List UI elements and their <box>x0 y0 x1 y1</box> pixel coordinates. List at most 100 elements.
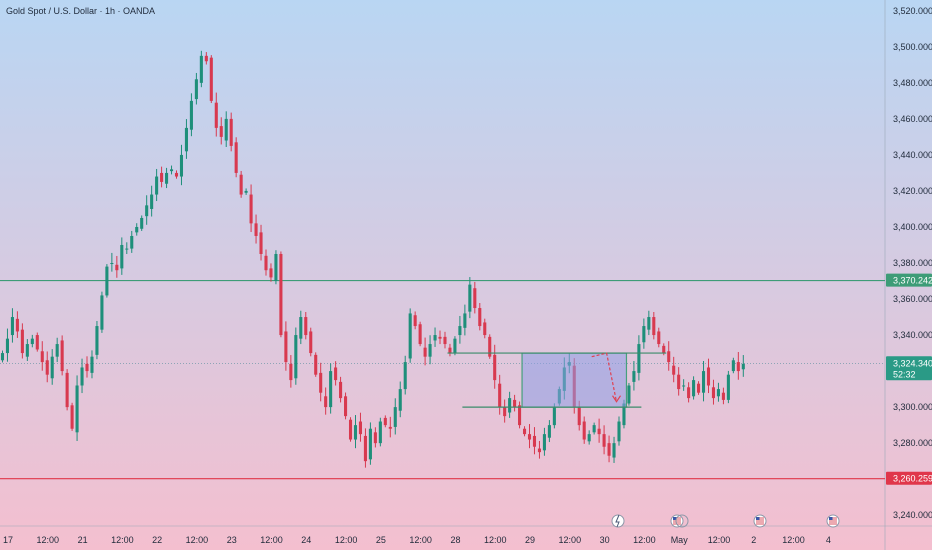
candle <box>15 318 19 332</box>
candle <box>532 435 537 447</box>
candle <box>473 288 477 309</box>
candle <box>577 407 581 426</box>
x-tick-label: 12:00 <box>260 535 283 545</box>
candle <box>299 317 303 339</box>
candle <box>706 367 711 386</box>
x-tick-label: 12:00 <box>186 535 209 545</box>
candle <box>592 425 596 433</box>
candle <box>125 248 129 250</box>
us-flag-event-icon-circle <box>670 514 684 528</box>
x-tick-label: 24 <box>301 535 311 545</box>
candle <box>50 356 54 379</box>
candle <box>587 434 591 442</box>
candle <box>224 118 228 141</box>
candle <box>443 336 447 345</box>
candle <box>165 172 169 184</box>
lightning-event-icon[interactable] <box>611 514 625 528</box>
candle <box>393 407 397 427</box>
candle <box>214 102 218 128</box>
candle <box>721 392 725 400</box>
candle <box>503 407 507 417</box>
candle <box>145 205 149 217</box>
support-tag-label: 3,260.259 <box>893 474 932 484</box>
x-tick-label: 23 <box>227 535 237 545</box>
x-tick-label: 12:00 <box>409 535 432 545</box>
candle <box>130 235 134 249</box>
projection-arrow[interactable] <box>591 352 618 402</box>
candle <box>632 371 636 382</box>
projection-arrow-head <box>612 395 622 403</box>
candle <box>120 244 124 269</box>
candle <box>542 434 546 451</box>
x-tick-label: 21 <box>78 535 88 545</box>
range-box[interactable] <box>521 352 628 408</box>
candle <box>697 383 701 393</box>
x-tick-label: 2 <box>751 535 756 545</box>
x-tick-label: 17 <box>3 535 13 545</box>
us-flag-event-icon-circle <box>753 514 767 528</box>
y-tick-label: 3,400.000 <box>893 222 932 232</box>
candle <box>259 232 263 254</box>
candle <box>329 371 333 408</box>
candle <box>692 380 696 397</box>
candle <box>155 176 159 195</box>
y-tick-label: 3,340.000 <box>893 330 932 340</box>
candle <box>269 268 273 278</box>
candle <box>701 371 706 393</box>
candle <box>239 174 243 195</box>
last-price-tag <box>886 356 932 381</box>
candle <box>617 421 621 442</box>
candle <box>468 284 472 312</box>
candle <box>169 169 174 172</box>
x-tick-label: 12:00 <box>782 535 805 545</box>
candle <box>513 399 517 408</box>
candle <box>244 190 248 193</box>
x-tick-label: 29 <box>525 535 535 545</box>
candle <box>209 57 213 101</box>
flag-canton <box>829 517 833 520</box>
candle <box>65 372 69 408</box>
us-flag-event-icon[interactable] <box>826 514 840 528</box>
y-tick-label: 3,380.000 <box>893 258 932 268</box>
flag-canton <box>756 517 760 520</box>
candle <box>552 407 556 426</box>
candle <box>438 336 442 339</box>
x-tick-label: 12:00 <box>37 535 60 545</box>
candle <box>637 344 641 373</box>
candle <box>10 317 14 336</box>
x-tick-label: 30 <box>600 535 610 545</box>
candle <box>0 353 5 361</box>
candle <box>672 365 676 375</box>
candle <box>150 194 154 209</box>
us-flag-event-icon[interactable] <box>670 514 684 528</box>
candle <box>344 396 348 417</box>
resistance-tag-label: 3,370.242 <box>893 276 932 286</box>
candle <box>45 360 49 375</box>
x-tick-label: 28 <box>450 535 460 545</box>
candle <box>478 308 482 327</box>
candle <box>597 428 601 435</box>
candle <box>5 338 9 354</box>
candle <box>319 372 323 393</box>
candle <box>189 100 193 130</box>
candle <box>741 363 745 370</box>
candle <box>85 363 89 372</box>
candle <box>75 385 79 433</box>
candle <box>508 398 512 413</box>
x-tick-label: 12:00 <box>559 535 582 545</box>
candle <box>537 448 541 453</box>
x-tick-label: 12:00 <box>111 535 134 545</box>
candle <box>353 425 358 440</box>
candle <box>682 385 686 387</box>
candle <box>20 329 24 354</box>
candle <box>358 421 363 435</box>
candle <box>284 331 288 363</box>
us-flag-event-icon[interactable] <box>753 514 767 528</box>
candle <box>602 434 606 447</box>
candle <box>642 326 646 343</box>
x-tick-label: 25 <box>376 535 386 545</box>
candle <box>458 326 462 336</box>
